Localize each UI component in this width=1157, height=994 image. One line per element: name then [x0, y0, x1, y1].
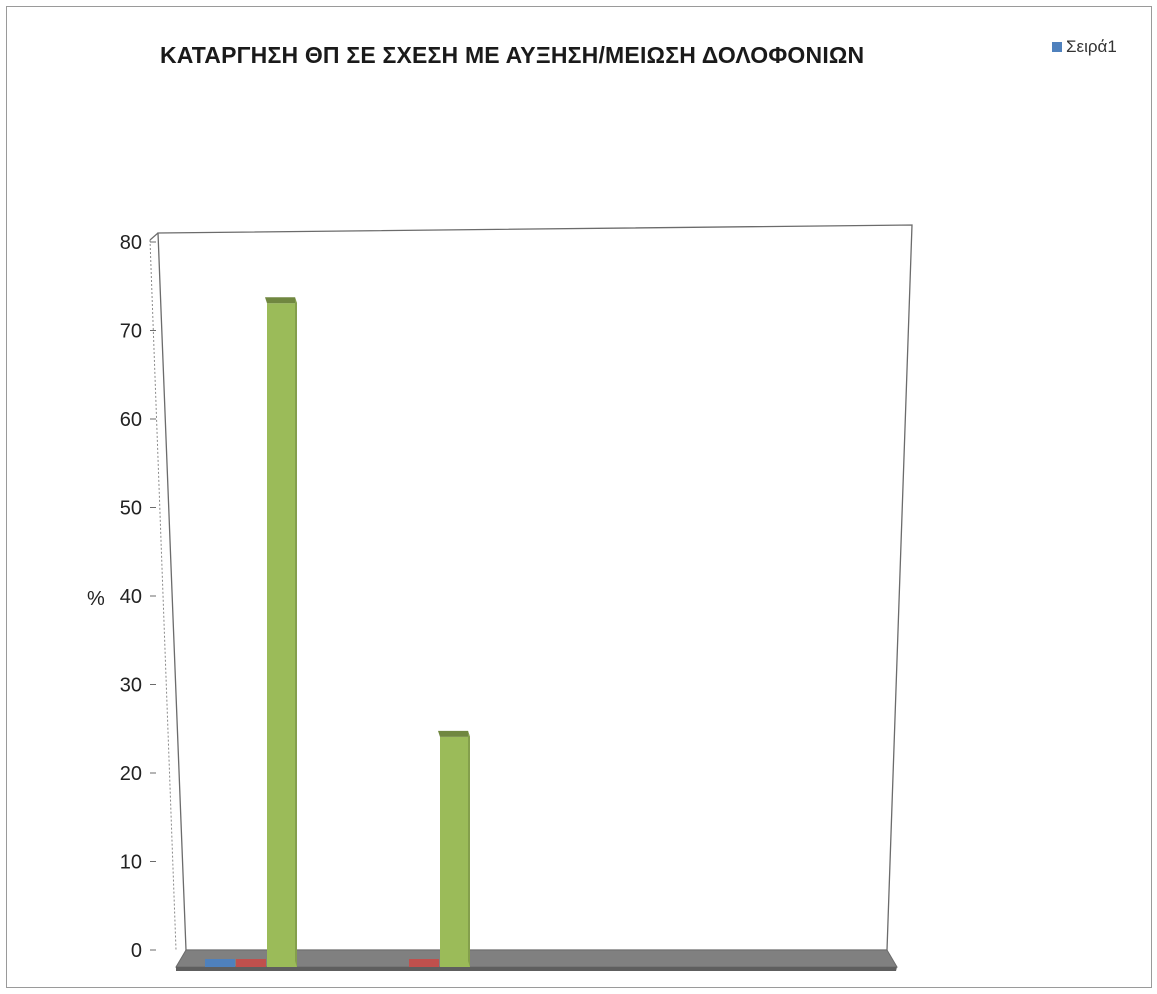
bar-zero-marker	[409, 959, 439, 967]
y-tick-label: 30	[120, 675, 142, 697]
y-tick-label: 40	[120, 586, 142, 608]
y-tick-label: 60	[120, 409, 142, 431]
bar-top	[265, 297, 297, 304]
y-tick-label: 20	[120, 763, 142, 785]
y-tick-label: 10	[120, 852, 142, 874]
chart-title: ΚΑΤΑΡΓΗΣΗ ΘΠ ΣΕ ΣΧΕΣΗ ΜΕ ΑΥΞΗΣΗ/ΜΕΙΩΣΗ Δ…	[160, 42, 865, 68]
bar-top	[438, 730, 470, 737]
side-wall-top	[149, 232, 159, 241]
side-wall-edge	[149, 239, 177, 951]
y-axis-title: %	[87, 588, 105, 610]
legend-swatch-series-1	[1052, 42, 1062, 52]
bar-side	[468, 730, 470, 967]
y-tick-label: 50	[120, 498, 142, 520]
y-tick-label: 80	[120, 232, 142, 254]
bar-zero-marker	[236, 959, 266, 967]
floor-front-edge	[176, 967, 897, 971]
bar	[267, 303, 297, 967]
bar-zero-marker	[205, 959, 235, 967]
y-tick-label: 70	[120, 321, 142, 343]
bar	[440, 736, 470, 967]
legend: Σειρά1	[1052, 37, 1117, 57]
bar-side	[295, 297, 297, 967]
legend-label-series-1: Σειρά1	[1066, 37, 1117, 56]
y-tick-label: 0	[131, 940, 142, 962]
